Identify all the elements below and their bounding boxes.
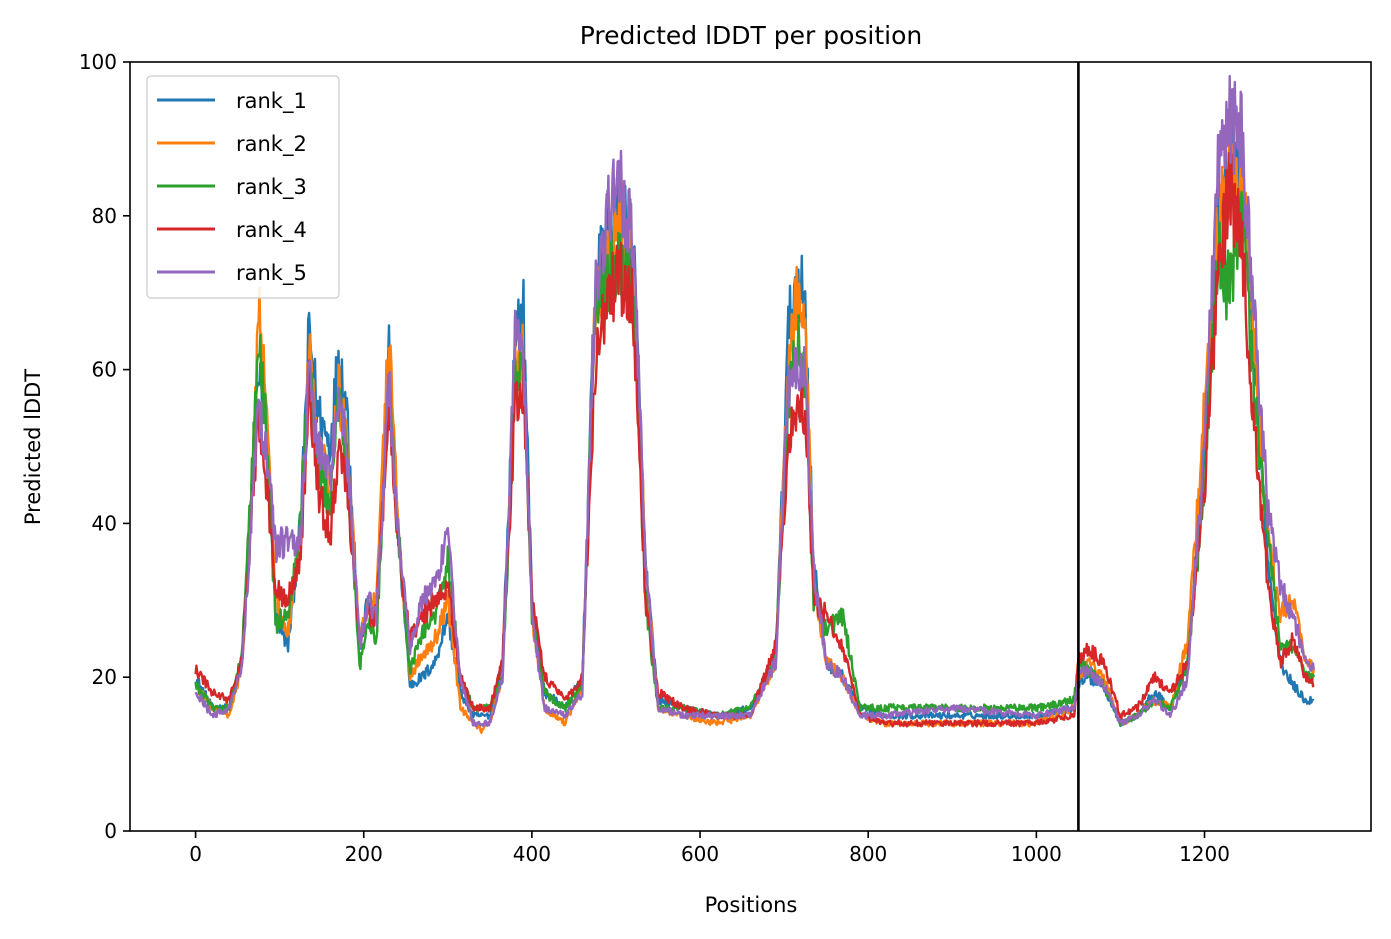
x-axis-label: Positions (705, 893, 798, 917)
legend-label-rank_4: rank_4 (236, 218, 307, 243)
plot-frame (129, 61, 1372, 832)
legend-label-rank_3: rank_3 (236, 175, 307, 200)
x-tick-label: 600 (681, 842, 719, 866)
y-tick-label: 80 (92, 204, 117, 228)
y-axis-label: Predicted lDDT (21, 369, 45, 525)
chart-title: Predicted lDDT per position (580, 21, 922, 50)
legend: rank_1 rank_2 rank_3 rank_4 rank_5 (146, 75, 340, 299)
x-tick-label: 0 (189, 842, 202, 866)
legend-label-rank_2: rank_2 (236, 132, 307, 157)
legend-label-rank_5: rank_5 (236, 261, 307, 286)
x-tick-label: 200 (345, 842, 383, 866)
x-axis-ticks: 0 200 400 600 800 1000 1200 (189, 831, 1230, 866)
plot-lines (194, 62, 1315, 831)
legend-box (146, 75, 340, 299)
y-tick-label: 40 (92, 511, 117, 535)
y-tick-label: 20 (92, 665, 117, 689)
x-tick-label: 800 (849, 842, 887, 866)
y-tick-label: 100 (79, 50, 117, 74)
y-tick-label: 0 (104, 819, 117, 843)
x-tick-label: 400 (513, 842, 551, 866)
x-tick-label: 1000 (1011, 842, 1062, 866)
legend-label-rank_1: rank_1 (236, 89, 307, 114)
series-line-rank_5 (194, 74, 1315, 728)
y-axis-ticks: 0 20 40 60 80 100 (79, 50, 130, 843)
y-tick-label: 60 (92, 358, 117, 382)
x-tick-label: 1200 (1179, 842, 1230, 866)
